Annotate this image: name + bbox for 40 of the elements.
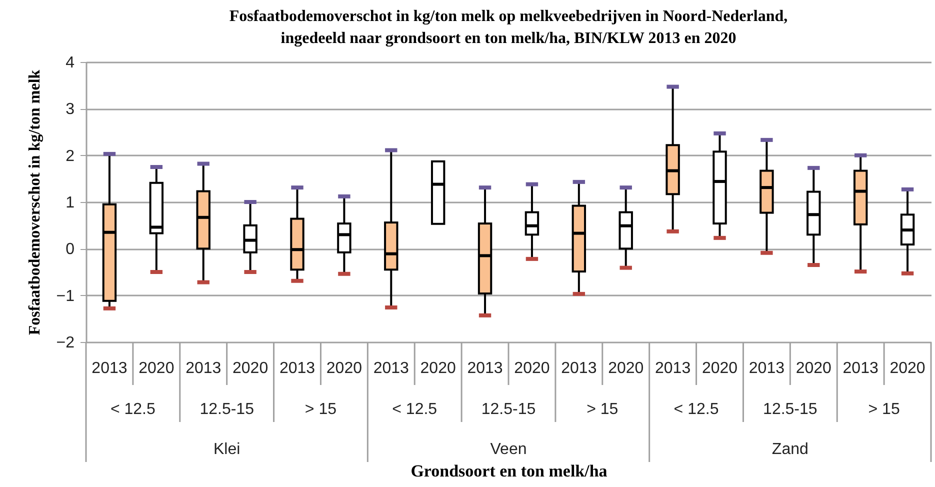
x-tick-label: 2020 [138,360,174,377]
text: < 12.5 [674,401,719,418]
text: Klei [213,441,240,458]
x-tick-label: 2020 [232,360,268,377]
x-tick-label: 2020 [514,360,550,377]
x-tick-label: 2013 [467,360,503,377]
text: Veen [490,441,527,458]
x-tick-label: 2013 [748,360,785,377]
x-tick-label: 2020 [420,360,456,377]
x-tick-label: 2020 [702,360,738,377]
text: Zand [772,441,808,458]
y-tick-label: −1 [56,288,75,305]
text: < 12.5 [392,401,438,418]
text: > 15 [586,401,618,418]
x-tick-label: 2020 [608,360,644,377]
x-tick-label: 2020 [796,360,832,377]
y-tick-label: 1 [66,194,75,212]
x-tick-label: 2013 [373,360,410,377]
y-tick-label: 3 [66,101,75,118]
x-tick-label: 2013 [842,360,878,377]
text: > 15 [304,401,337,418]
x-tick-label: 2020 [326,360,362,377]
text: 12.5-15 [200,401,254,418]
x-tick-label: 2013 [92,360,128,377]
text: > 15 [868,401,900,418]
text: 12.5-15 [481,401,536,418]
x-tick-label: 2020 [890,360,926,377]
chart-title: Fosfaatbodemoverschot in kg/ton melk op melkveebedrijven in Noord-Nederland, ingedeeld naar grondsoort en ton melk/ha, BIN/KLW 2013 en 2020 [229,8,788,47]
y-tick-label: −2 [56,334,75,352]
text: < 12.5 [110,401,156,418]
x-axis-title: Grondsoort en ton melk/ha [410,462,608,480]
y-tick-label: 0 [66,241,75,258]
y-tick-label: 4 [66,54,75,72]
y-tick-label: 2 [66,148,75,165]
y-axis-title: Fosfaatbodemoverschot in kg/ton melk [26,70,44,336]
x-tick-label: 2013 [186,360,222,377]
x-tick-label: 2013 [655,360,691,377]
x-tick-label: 2013 [561,360,597,377]
x-tick-label: 2013 [279,360,316,377]
text: 12.5-15 [763,401,818,418]
